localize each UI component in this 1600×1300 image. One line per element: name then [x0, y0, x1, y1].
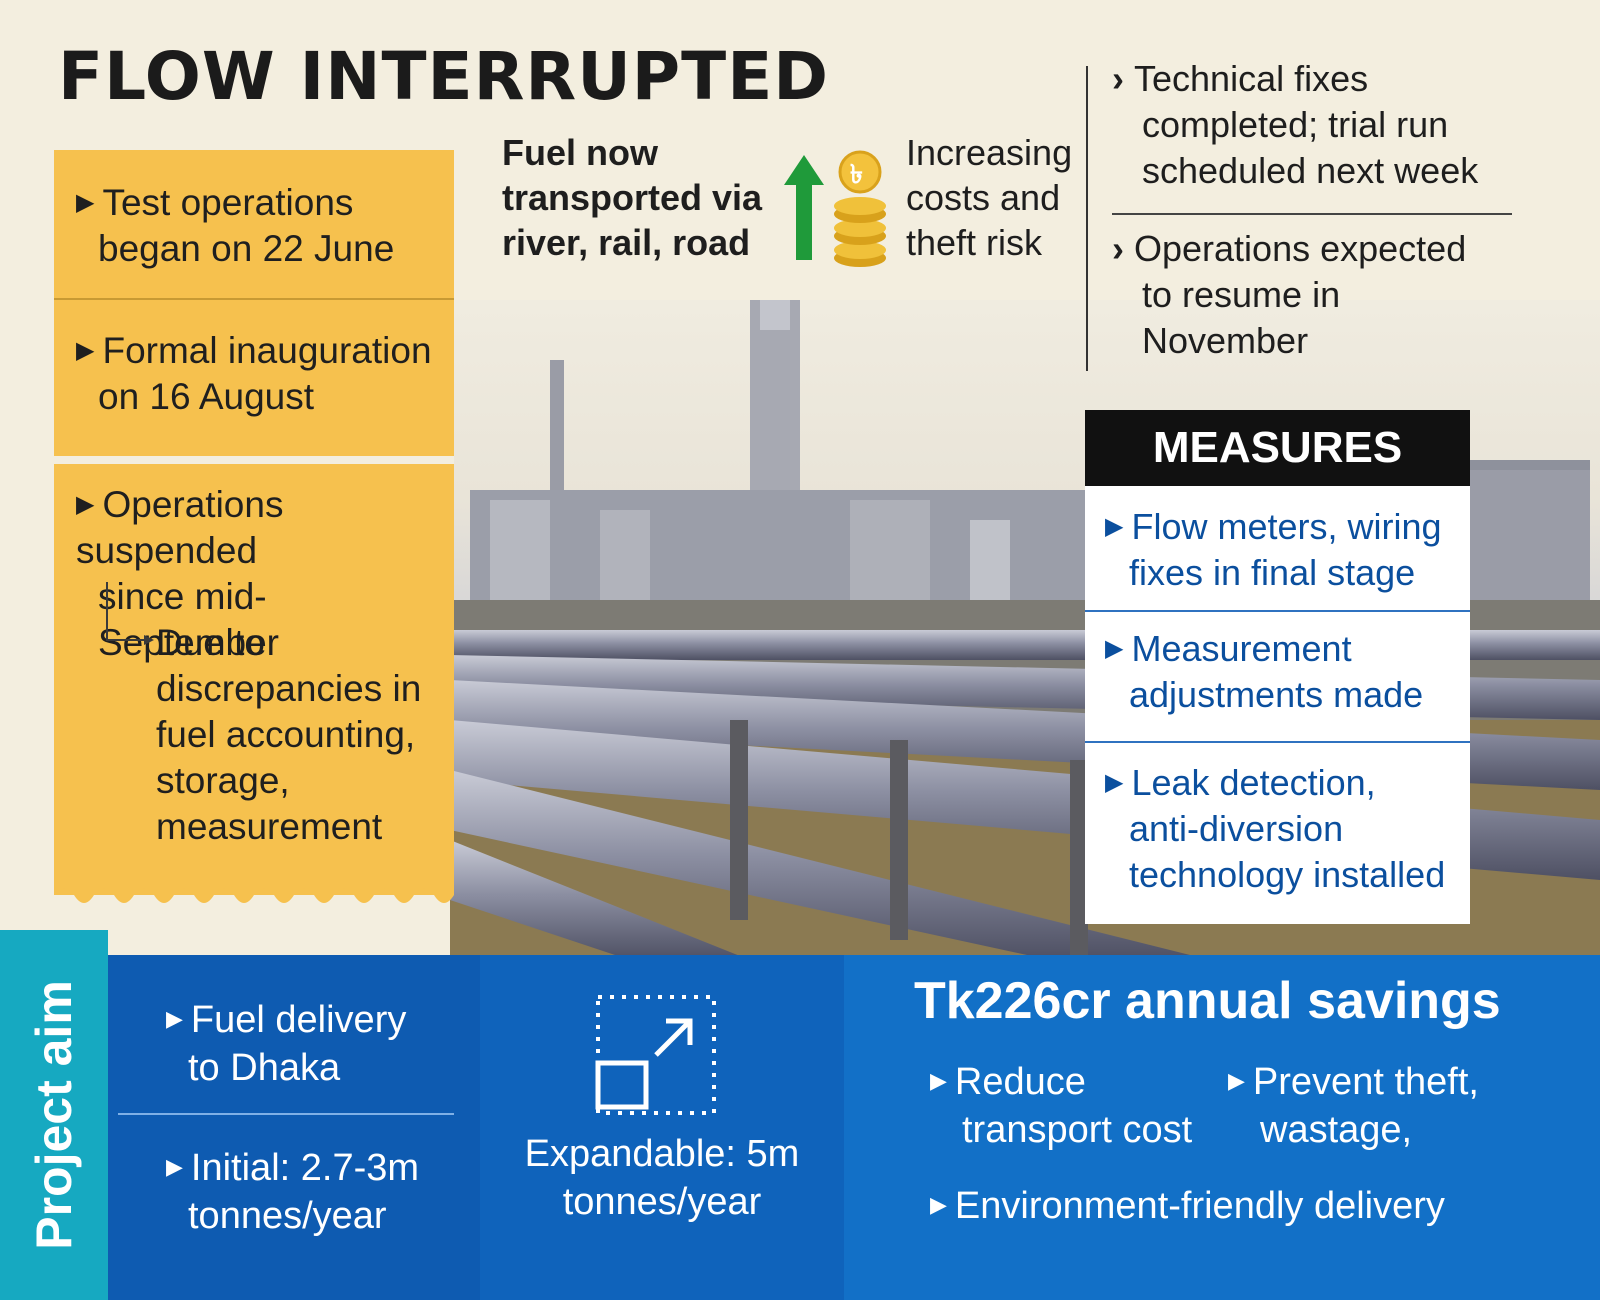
- divider: [1085, 610, 1470, 612]
- measure-item: ▶ Measurement adjustments made: [1105, 628, 1424, 715]
- triangle-bullet-icon: ▶: [1105, 513, 1124, 540]
- costs-note: Increasing costs and theft risk: [906, 132, 1073, 263]
- triangle-bullet-icon: ▶: [166, 1154, 183, 1179]
- triangle-bullet-icon: ▶: [930, 1068, 947, 1093]
- project-aim-label: Project aim: [26, 980, 82, 1250]
- scalloped-edge: [54, 885, 454, 903]
- chevron-right-icon: ›: [1112, 58, 1124, 99]
- divider: [54, 298, 454, 300]
- up-arrow-icon: [784, 155, 824, 260]
- pipeline-illustration: [450, 300, 1600, 960]
- transport-note: Fuel now transported via river, rail, ro…: [502, 132, 763, 263]
- measure-item: ▶ Flow meters, wiring fixes in final stag…: [1105, 506, 1442, 593]
- triangle-bullet-icon: ▶: [166, 1006, 183, 1031]
- taka-symbol: ৳: [850, 160, 863, 190]
- expand-icon: [595, 995, 716, 1115]
- triangle-bullet-icon: ▶: [76, 189, 95, 216]
- project-aim-tab: [0, 930, 108, 1300]
- measure-item: ▶ Leak detection, anti-diversion technolo…: [1105, 762, 1446, 895]
- project-aim-savings: Tk226cr annual savings ▶ Reduce transport…: [844, 955, 1600, 1300]
- divider: [54, 456, 454, 464]
- suspension-reason: Due to discrepancies in fuel accounting,…: [156, 622, 422, 847]
- divider: [1086, 66, 1088, 371]
- coin-stack-icon: ৳: [832, 150, 888, 270]
- measures-heading: MEASURES TAKEN: [1085, 410, 1470, 548]
- benefit-item: ▶ Prevent theft, wastage,: [1228, 1061, 1479, 1151]
- page-title: FLOW INTERRUPTED: [58, 38, 830, 115]
- triangle-bullet-icon: ▶: [76, 337, 95, 364]
- savings-title: Tk226cr annual savings: [914, 972, 1501, 1030]
- triangle-bullet-icon: ▶: [76, 491, 95, 518]
- divider: [118, 1113, 454, 1115]
- divider: [1085, 741, 1470, 743]
- measures-list: ▶ Flow meters, wiring fixes in final stag…: [1085, 486, 1470, 924]
- divider: [1112, 213, 1512, 215]
- status-resume: › Operations expected to resume in Novemb…: [1112, 228, 1467, 361]
- status-technical-fixes: › Technical fixes completed; trial run sc…: [1112, 58, 1479, 191]
- timeline-item-test-operations: ▶ Test operations began on 22 June: [76, 182, 395, 269]
- timeline-item-suspended: ▶ Operations suspended since mid-Septembe…: [76, 484, 284, 663]
- timeline-item-inauguration: ▶ Formal inauguration on 16 August: [76, 330, 432, 417]
- triangle-bullet-icon: ▶: [930, 1192, 947, 1217]
- expandable-capacity: Expandable: 5m tonnes/year: [524, 1133, 800, 1223]
- project-aim-expandable: Expandable: 5m tonnes/year: [480, 955, 844, 1300]
- benefit-item: ▶ Reduce transport cost: [930, 1061, 1193, 1151]
- triangle-bullet-icon: ▶: [1105, 635, 1124, 662]
- triangle-bullet-icon: ▶: [1228, 1068, 1245, 1093]
- delivery-item: ▶ Fuel delivery to Dhaka: [166, 999, 407, 1089]
- elbow-arrow-icon: [106, 582, 154, 645]
- timeline-panel: ▶ Test operations began on 22 June ▶ Forma…: [54, 150, 454, 895]
- initial-capacity-item: ▶ Initial: 2.7-3m tonnes/year: [166, 1147, 420, 1237]
- project-aim-capacity: ▶ Fuel delivery to Dhaka ▶ Initial: 2.7-3m…: [108, 955, 480, 1300]
- benefit-item: ▶ Environment-friendly delivery: [930, 1185, 1445, 1227]
- chevron-right-icon: ›: [1112, 228, 1124, 269]
- triangle-bullet-icon: ▶: [1105, 769, 1124, 796]
